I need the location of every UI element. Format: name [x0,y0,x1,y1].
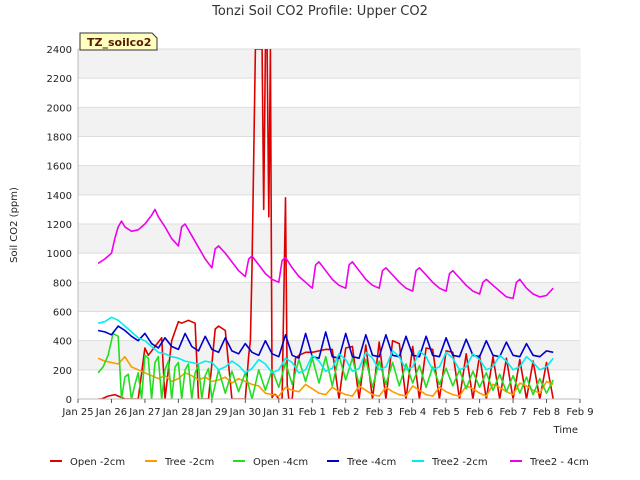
series-line-6 [97,208,554,300]
series-lines [97,49,554,399]
x-tick-labels: Jan 25 Jan 26 Jan 27 Jan 28 Jan 29 Jan 30 Jan … [61,399,594,418]
y-tick-label: 1400 [47,191,72,202]
plot-band [78,282,580,312]
x-tick-label: Jan 27 [128,407,160,418]
x-tick-label: Feb 9 [566,407,593,418]
legend: Open -2cm Tree -2cm Open -4cm Tree -4cm Tree… [50,457,589,468]
site-badge: TZ_soilco2 [79,32,158,51]
legend-label: Tree -4cm [346,457,396,468]
x-tick-label: Feb 4 [399,407,426,418]
x-tick-label: Jan 31 [262,407,294,418]
y-tick-labels: 0 200 400 600 800 1000 1200 1400 1600 1800 2000 220… [47,45,72,406]
x-tick-label: Jan 30 [229,407,261,418]
plot-band [78,49,580,79]
y-tick-label: 1600 [47,162,72,173]
series-line-4 [97,325,554,360]
plot-band [78,224,580,254]
y-tick-label: 2400 [47,45,72,56]
x-tick-label: Feb 5 [433,407,460,418]
x-tick-label: Feb 7 [499,407,526,418]
series-line-5 [97,316,554,374]
plot-band [78,311,580,341]
x-tick-label: Feb 3 [366,407,393,418]
y-tick-label: 200 [53,366,72,377]
x-tick-label: Feb 2 [332,407,359,418]
chart-title: Tonzi Soil CO2 Profile: Upper CO2 [211,4,428,19]
legend-label: Tree2 -2cm [431,457,488,468]
series-line-1 [98,49,554,399]
y-axis-label: Soil CO2 (ppm) [9,187,20,263]
y-tick-label: 600 [53,308,72,319]
legend-label: Tree2 - 4cm [529,457,589,468]
x-tick-label: Jan 28 [162,407,194,418]
plot-band [78,194,580,224]
x-tick-label: Feb 8 [533,407,560,418]
y-tick-label: 800 [53,278,72,289]
y-tick-label: 0 [66,395,72,406]
plot-band [78,253,580,283]
legend-label: Open -4cm [253,457,308,468]
x-tick-label: Feb 1 [299,407,326,418]
legend-label: Open -2cm [70,457,125,468]
plot-band [78,107,580,137]
x-tick-label: Jan 26 [95,407,127,418]
x-tick-label: Jan 29 [195,407,227,418]
x-tick-label: Jan 25 [61,407,93,418]
x-tick-label: Feb 6 [466,407,493,418]
x-axis-label: Time [553,425,578,436]
legend-label: Tree -2cm [164,457,214,468]
axes [77,49,581,400]
plot-band [78,165,580,195]
y-tick-label: 2000 [47,103,72,114]
plot-band [78,78,580,108]
y-tick-label: 1200 [47,220,72,231]
series-line-3 [97,332,554,399]
site-badge-label: TZ_soilco2 [87,36,151,49]
y-tick-label: 2200 [47,74,72,85]
y-tick-label: 400 [53,337,72,348]
plot-band [78,136,580,166]
y-tick-label: 1000 [47,249,72,260]
y-tick-label: 1800 [47,133,72,144]
